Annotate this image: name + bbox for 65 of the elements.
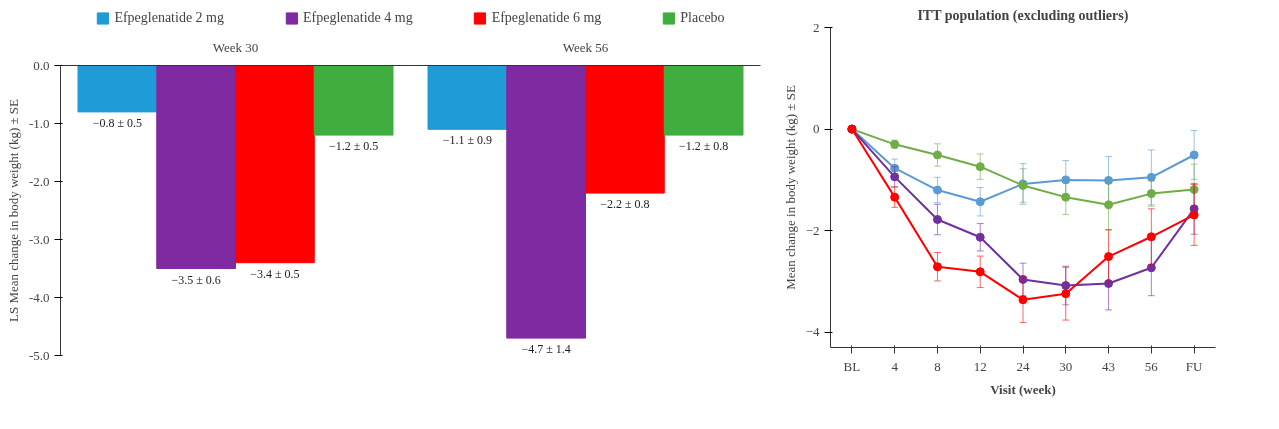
point xyxy=(1189,150,1199,160)
x-tick-label: 8 xyxy=(934,358,941,374)
point xyxy=(1104,200,1114,210)
x-tick-label: 4 xyxy=(891,358,899,374)
point xyxy=(890,163,900,173)
point xyxy=(1104,279,1114,288)
point xyxy=(932,215,942,224)
point xyxy=(975,267,985,277)
point xyxy=(975,197,985,207)
y-tick-label: -1.0 xyxy=(28,115,50,131)
point xyxy=(1061,281,1071,291)
point xyxy=(1104,252,1114,262)
y-tick-label: -5.0 xyxy=(28,347,50,363)
point xyxy=(1189,185,1199,195)
x-tick-label: Week 56 xyxy=(562,39,609,55)
point xyxy=(890,192,900,202)
point xyxy=(1189,210,1199,220)
legend-label: Efpeglenatide 6 mg xyxy=(491,10,602,26)
y-tick-label: -2.0 xyxy=(28,173,50,189)
point xyxy=(1061,192,1071,202)
x-tick-label: 43 xyxy=(1102,358,1116,374)
point xyxy=(932,185,942,195)
y-tick-label: 0 xyxy=(813,121,820,137)
point xyxy=(1018,295,1028,305)
legend-label: Efpeglenatide 4 mg xyxy=(303,10,413,26)
data-label: −2.2 ± 0.8 xyxy=(600,197,650,212)
point xyxy=(975,162,985,172)
point xyxy=(975,232,985,242)
data-label: −3.4 ± 0.5 xyxy=(250,266,300,281)
y-tick-label: -3.0 xyxy=(28,231,50,247)
point xyxy=(1104,175,1114,185)
point xyxy=(932,262,942,272)
legend-label: Efpeglenatide 2 mg xyxy=(114,10,225,26)
data-label: −0.8 ± 0.5 xyxy=(92,115,143,130)
x-tick-label: BL xyxy=(843,358,861,374)
point xyxy=(1146,232,1156,242)
y-tick-label: -4.0 xyxy=(28,289,50,305)
legend-label: Placebo xyxy=(680,10,725,26)
x-tick-label: 30 xyxy=(1059,358,1073,374)
y-tick-label: −4 xyxy=(805,324,820,340)
point xyxy=(1146,172,1156,182)
data-label: −4.7 ± 1.4 xyxy=(521,342,571,357)
point xyxy=(1146,189,1156,199)
y-axis-title: Mean change in body weight (kg) ± SE xyxy=(782,85,798,290)
point xyxy=(1061,289,1071,299)
chart-title: ITT population (excluding outliers) xyxy=(917,7,1129,24)
data-label: −1.1 ± 0.9 xyxy=(442,133,493,148)
point xyxy=(932,150,942,160)
y-tick-label: 0.0 xyxy=(33,57,50,73)
x-tick-label: 12 xyxy=(973,358,987,374)
x-axis-title: Visit (week) xyxy=(990,381,1056,397)
y-tick-label: −2 xyxy=(805,222,820,238)
x-tick-label: Week 30 xyxy=(212,39,259,55)
x-tick-label: FU xyxy=(1185,358,1204,374)
point xyxy=(890,172,900,182)
y-tick-label: 2 xyxy=(813,19,820,35)
y-axis-title: LS Mean change in body weight (kg) ± SE xyxy=(5,98,21,323)
data-label: −3.5 ± 0.6 xyxy=(171,272,221,287)
data-label: −1.2 ± 0.8 xyxy=(678,139,729,154)
point xyxy=(1018,274,1028,284)
x-tick-label: 56 xyxy=(1144,358,1159,374)
point xyxy=(1146,263,1156,273)
x-tick-label: 24 xyxy=(1016,358,1030,374)
point xyxy=(1061,175,1071,185)
data-label: −1.2 ± 0.5 xyxy=(328,139,379,154)
